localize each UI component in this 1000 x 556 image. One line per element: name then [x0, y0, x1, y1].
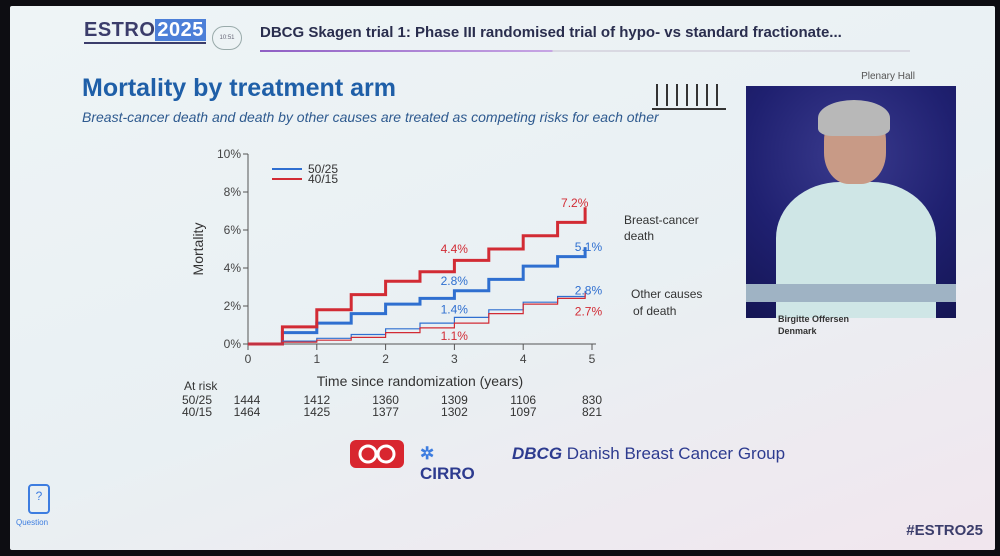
slide-subtitle: Breast-cancer death and death by other c… — [82, 109, 659, 125]
mortality-chart: 0% 2% 4% 6% 8% 10% 0 1 2 3 4 5 Time since randomizat… — [182, 147, 703, 419]
y-tick-label: 0% — [224, 337, 242, 351]
x-tick-label: 3 — [451, 352, 458, 366]
x-tick-label: 2 — [382, 352, 389, 366]
at-risk-value: 1302 — [441, 405, 468, 419]
at-risk-value: 821 — [582, 405, 602, 419]
logo-text: ESTRO — [84, 19, 156, 41]
at-risk-value: 1377 — [372, 405, 399, 419]
chart-series — [248, 207, 587, 346]
question-label[interactable]: Question — [16, 518, 49, 527]
speaker-hair — [818, 100, 890, 136]
estro-hashtag: #ESTRO25 — [906, 522, 983, 539]
dbcg-logo-icon — [350, 440, 404, 468]
y-axis-label: Mortality — [190, 223, 206, 276]
x-tick-label: 1 — [313, 352, 320, 366]
at-risk-value: 1106 — [510, 393, 536, 407]
time-chip: 10:51 — [212, 26, 242, 50]
data-label: 4.4% — [441, 242, 469, 256]
x-tick-label: 4 — [520, 352, 527, 366]
speaker-name: Birgitte Offersen — [778, 314, 850, 324]
speaker-video — [746, 86, 956, 318]
series-line-40-15-breast-cancer — [248, 207, 587, 346]
data-label: 1.1% — [441, 329, 469, 343]
y-tick-label: 2% — [224, 299, 242, 313]
cirro-text: CIRRO — [420, 464, 475, 483]
series-line-40-15-other-causes — [248, 292, 586, 345]
logo-year: 2025 — [155, 19, 206, 41]
group-label-line: of death — [633, 304, 676, 318]
y-tick-label: 10% — [217, 147, 241, 161]
chart-annotations: 7.2% 5.1% 4.4% 2.8% 1.4% 1.1% 2.8% 2.7% Breast-c… — [441, 196, 703, 343]
dbcg-abbr: DBCG — [512, 444, 563, 463]
data-label: 1.4% — [441, 303, 469, 317]
question-icon[interactable]: ? — [28, 484, 50, 514]
data-label: 2.8% — [575, 284, 603, 298]
slide-title: Mortality by treatment arm — [82, 74, 396, 102]
legend-label: 40/15 — [308, 172, 338, 186]
series-line-50-25-other-causes — [248, 290, 586, 345]
at-risk-row-name: 40/15 — [182, 405, 212, 419]
cirro-logo: ✲ CIRRO — [420, 444, 475, 483]
y-tick-label: 4% — [224, 261, 242, 275]
podium — [746, 284, 956, 302]
at-risk-value: 1360 — [372, 393, 399, 407]
hall-label: Plenary Hall — [861, 71, 915, 82]
at-risk-value: 1425 — [303, 405, 330, 419]
data-label: 7.2% — [561, 196, 589, 210]
data-label: 2.7% — [575, 305, 603, 319]
estro-logo: ESTRO 2025 — [84, 18, 206, 44]
at-risk-value: 1412 — [303, 393, 330, 407]
data-label: 5.1% — [575, 240, 603, 254]
data-label: 2.8% — [441, 274, 469, 288]
at-risk-title: At risk — [184, 379, 218, 393]
x-tick-label: 5 — [589, 352, 596, 366]
y-tick-label: 6% — [224, 223, 242, 237]
at-risk-row-name: 50/25 — [182, 393, 212, 407]
session-title: DBCG Skagen trial 1: Phase III randomise… — [260, 24, 842, 41]
at-risk-value: 830 — [582, 393, 602, 407]
y-tick-label: 8% — [224, 185, 242, 199]
at-risk-value: 1464 — [234, 405, 261, 419]
x-axis-label: Time since randomization (years) — [317, 373, 523, 389]
at-risk-value: 1309 — [441, 393, 468, 407]
presentation-screen: ESTRO 2025 10:51 DBCG Skagen trial 1: Pha… — [10, 6, 995, 550]
series-line-50-25-breast-cancer — [248, 247, 587, 346]
x-tick-label: 0 — [245, 352, 252, 366]
group-label-line: Other causes — [631, 287, 702, 301]
decorative-bars — [652, 84, 726, 110]
title-progress-bar — [260, 50, 910, 52]
footer-logos: ✲ CIRRO DBCG Danish Breast Cancer Group — [350, 438, 785, 483]
dbcg-name: Danish Breast Cancer Group — [566, 444, 786, 463]
group-label-line: death — [624, 229, 654, 243]
dbcg-text: DBCG Danish Breast Cancer Group — [512, 444, 785, 464]
legend-label: 50/25 — [308, 162, 338, 176]
session-header: ESTRO 2025 10:51 DBCG Skagen trial 1: Pha… — [10, 6, 995, 58]
group-label-line: Breast-cancer — [624, 213, 699, 227]
at-risk-value: 1444 — [234, 393, 261, 407]
chart-axes: 0% 2% 4% 6% 8% 10% 0 1 2 3 4 5 Time since randomizat… — [190, 147, 596, 389]
at-risk-value: 1097 — [510, 405, 537, 419]
speaker-country: Denmark — [778, 326, 817, 336]
